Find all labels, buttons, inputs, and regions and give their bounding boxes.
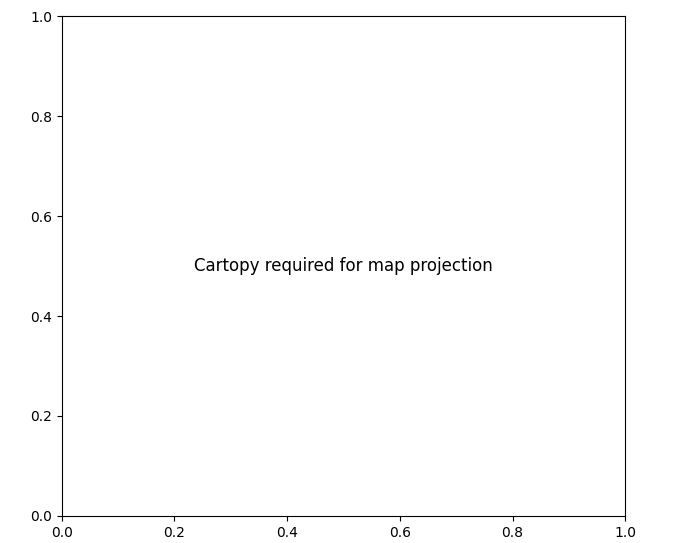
Text: Cartopy required for map projection: Cartopy required for map projection <box>194 257 493 275</box>
